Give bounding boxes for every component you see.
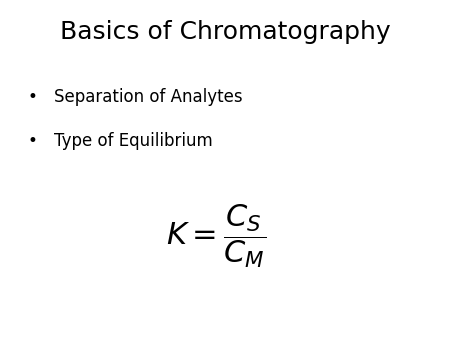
Text: •: • xyxy=(27,88,37,106)
Text: •: • xyxy=(27,132,37,150)
Text: Separation of Analytes: Separation of Analytes xyxy=(54,88,243,106)
Text: $K = \dfrac{C_S}{C_M}$: $K = \dfrac{C_S}{C_M}$ xyxy=(166,203,266,270)
Text: Type of Equilibrium: Type of Equilibrium xyxy=(54,132,213,150)
Text: Basics of Chromatography: Basics of Chromatography xyxy=(60,20,390,44)
